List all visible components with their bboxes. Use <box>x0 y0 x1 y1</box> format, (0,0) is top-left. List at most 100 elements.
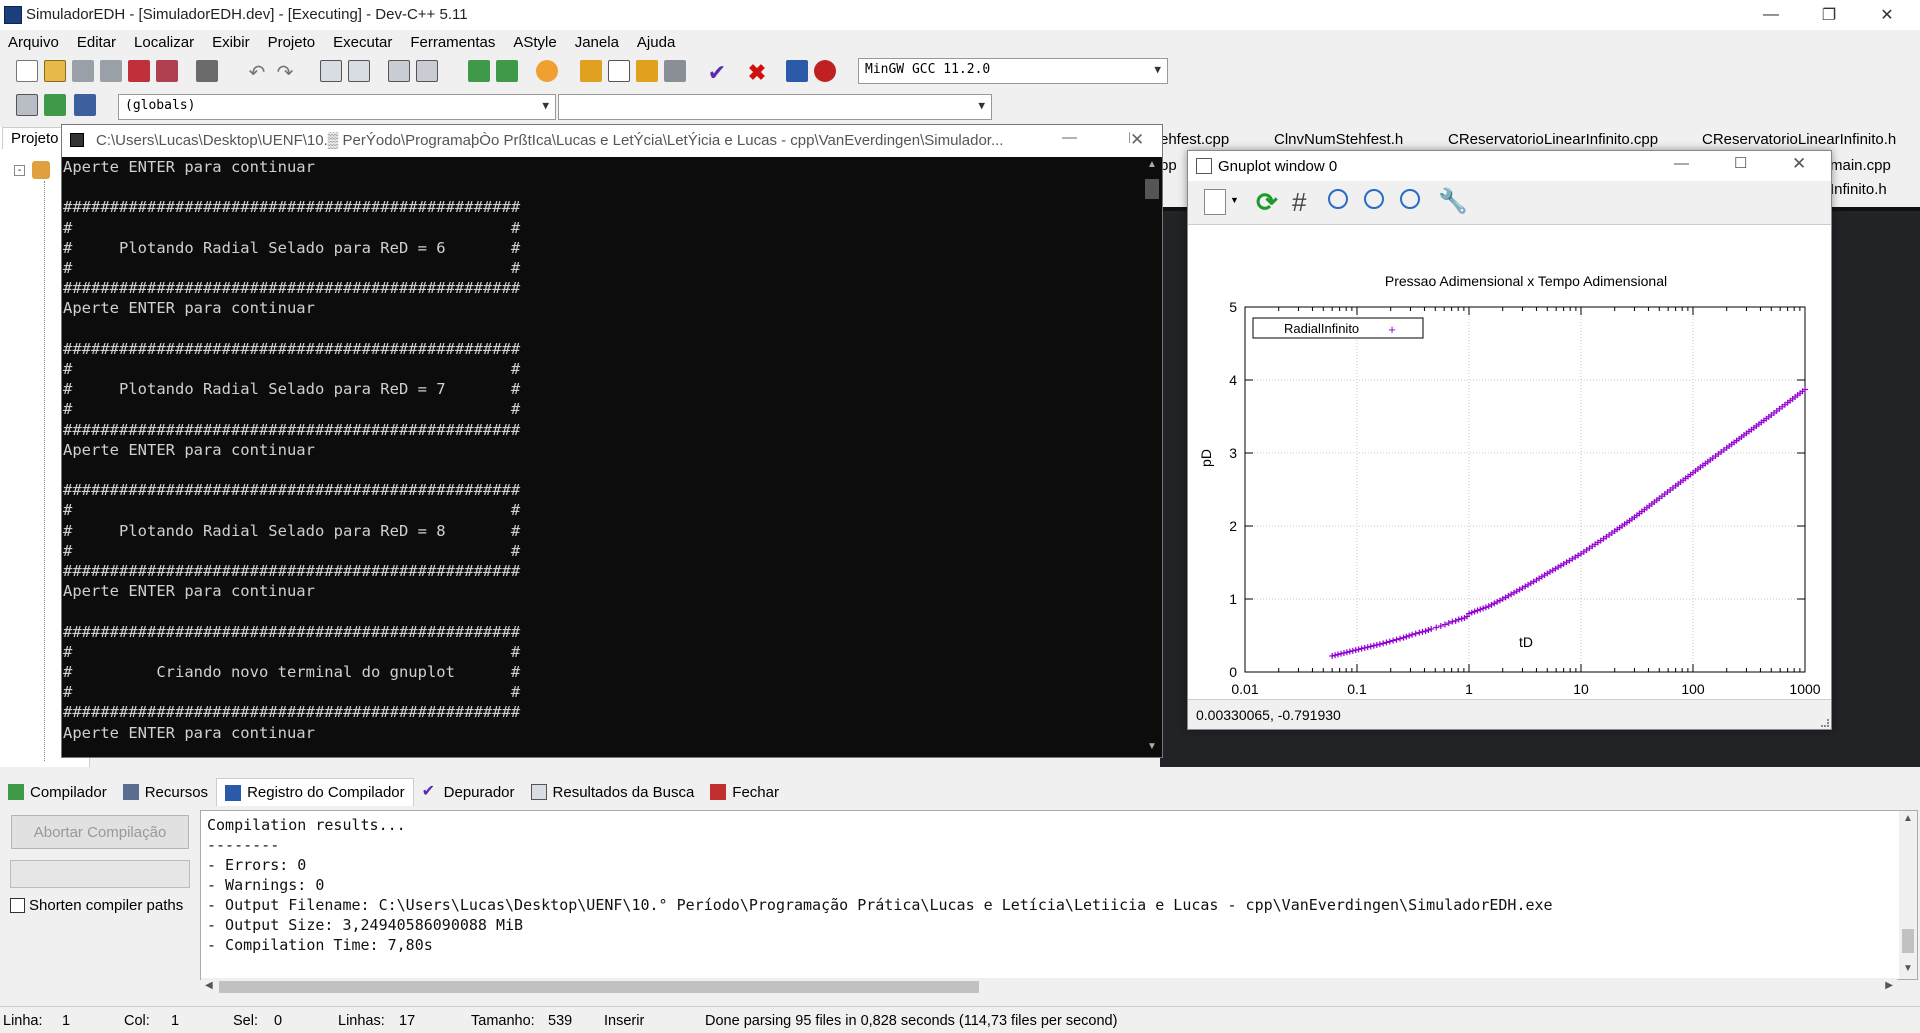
scroll-thumb[interactable] <box>1902 929 1914 953</box>
tab-resultados-da-busca[interactable]: Resultados da Busca <box>523 778 703 806</box>
close-all-icon[interactable] <box>156 60 178 82</box>
y-tick-label: 3 <box>1229 445 1237 461</box>
file-tab[interactable]: ehfest.cpp <box>1160 131 1230 148</box>
goto-back-icon[interactable] <box>496 60 518 82</box>
data-point <box>1352 647 1359 654</box>
data-point <box>1373 641 1380 648</box>
restore-button[interactable]: ❐ <box>1821 7 1837 24</box>
resize-grip[interactable] <box>1821 719 1829 727</box>
shorten-paths-checkbox[interactable] <box>10 898 25 913</box>
tab-compilador[interactable]: Compilador <box>0 778 115 806</box>
file-tab[interactable]: ClnvNumStehfest.h <box>1274 131 1404 148</box>
scroll-up-icon[interactable]: ▲ <box>1147 159 1157 170</box>
zoom-out-icon[interactable] <box>1328 189 1348 209</box>
compiler-select[interactable]: MinGW GCC 11.2.0 ▼ <box>858 58 1168 84</box>
console-scrollbar[interactable]: ▲ ▼ <box>1142 157 1162 757</box>
menu-ajuda[interactable]: Ajuda <box>636 33 676 51</box>
collapse-icon[interactable]: - <box>14 165 25 176</box>
redo-icon[interactable]: ↷ <box>276 62 294 84</box>
menu-ferramentas[interactable]: Ferramentas <box>410 33 496 51</box>
menu-arquivo[interactable]: Arquivo <box>8 33 59 51</box>
zoom-reset-icon[interactable] <box>1400 189 1420 209</box>
close-file-icon[interactable] <box>128 60 150 82</box>
new-file-icon[interactable] <box>16 60 38 82</box>
menu-executar[interactable]: Executar <box>333 33 393 51</box>
scroll-down-icon[interactable]: ▼ <box>1147 741 1157 752</box>
save-all-icon[interactable] <box>100 60 122 82</box>
menu-localizar[interactable]: Localizar <box>134 33 195 51</box>
file-tab[interactable]: main.cpp <box>1830 157 1891 174</box>
file-tab[interactable]: Infinito.h <box>1830 181 1887 198</box>
replace-icon[interactable] <box>348 60 370 82</box>
tab-fechar[interactable]: Fechar <box>702 778 787 806</box>
menu-editar[interactable]: Editar <box>76 33 117 51</box>
insert-icon[interactable] <box>16 94 38 116</box>
status-size-label: Tamanho: <box>471 1013 535 1029</box>
data-point <box>1765 413 1772 420</box>
syntax-check-icon[interactable]: ✔ <box>707 60 727 85</box>
scroll-thumb[interactable] <box>1145 179 1159 199</box>
gnuplot-close-button[interactable]: ✕ <box>1792 154 1807 173</box>
data-point <box>1496 597 1503 604</box>
status-line-label: Linha: <box>3 1013 43 1029</box>
scroll-thumb[interactable] <box>219 981 979 993</box>
menu-janela[interactable]: Janela <box>574 33 619 51</box>
profile-icon[interactable] <box>814 60 836 82</box>
compile-log[interactable]: Compilation results... -------- - Errors… <box>200 810 1918 980</box>
tab-registro-do-compilador[interactable]: Registro do Compilador <box>216 778 414 806</box>
open-file-icon[interactable] <box>44 60 66 82</box>
x-tick-label: 0.1 <box>1347 681 1367 697</box>
tree-line <box>44 181 45 761</box>
abort-compilation-button[interactable]: Abortar Compilação <box>11 815 189 849</box>
tab-recursos[interactable]: Recursos <box>115 778 216 806</box>
close-button[interactable]: ✕ <box>1880 7 1894 24</box>
run-icon[interactable] <box>608 60 630 82</box>
grid-icon[interactable]: # <box>1292 187 1307 217</box>
log-vscrollbar[interactable]: ▲ ▼ <box>1899 811 1917 979</box>
gnuplot-maximize-button[interactable]: ☐ <box>1734 155 1748 172</box>
toggle-icon[interactable] <box>44 94 66 116</box>
goto-icon[interactable] <box>468 60 490 82</box>
scroll-right-icon[interactable]: ▶ <box>1885 980 1893 991</box>
find-icon[interactable] <box>320 60 342 82</box>
zoom-in-icon[interactable] <box>1364 189 1384 209</box>
minimize-button[interactable]: — <box>1763 6 1779 23</box>
scroll-left-icon[interactable]: ◀ <box>205 980 213 991</box>
gnuplot-minimize-button[interactable]: — <box>1674 155 1689 172</box>
compile-run-icon[interactable] <box>636 60 658 82</box>
save-icon[interactable] <box>72 60 94 82</box>
console-close-button[interactable]: ✕ <box>1130 130 1145 150</box>
chart-icon[interactable] <box>786 60 808 82</box>
data-point <box>1491 600 1498 607</box>
shorten-paths-option[interactable]: Shorten compiler paths <box>10 897 183 914</box>
goto-bookmark-icon[interactable] <box>74 94 96 116</box>
replot-icon[interactable]: ⟳ <box>1256 187 1278 217</box>
stop-execution-icon[interactable]: ✖ <box>747 60 767 85</box>
console-minimize-button[interactable]: — <box>1062 129 1077 146</box>
scope-select[interactable]: (globals) ▼ <box>118 94 556 120</box>
chevron-down-icon[interactable]: ▼ <box>1230 195 1239 205</box>
unindent-icon[interactable] <box>416 60 438 82</box>
plot-area[interactable]: Pressao Adimensional x Tempo Adimensiona… <box>1188 225 1831 699</box>
copy-icon[interactable] <box>1204 189 1226 215</box>
undo-icon[interactable]: ↶ <box>248 62 266 84</box>
project-tab[interactable]: Projeto <box>2 127 68 149</box>
tab-depurador[interactable]: ✔ Depurador <box>414 778 523 806</box>
data-point <box>1425 627 1432 634</box>
file-tab[interactable]: pp <box>1160 157 1177 174</box>
menu-projeto[interactable]: Projeto <box>267 33 316 51</box>
file-tab[interactable]: CReservatorioLinearInfinito.h <box>1702 131 1897 148</box>
compile-icon[interactable] <box>580 60 602 82</box>
menu-astyle[interactable]: AStyle <box>513 33 557 51</box>
print-icon[interactable] <box>196 60 218 82</box>
scroll-down-icon[interactable]: ▼ <box>1903 963 1913 974</box>
rebuild-icon[interactable] <box>664 60 686 82</box>
bookmark-icon[interactable] <box>536 60 558 82</box>
indent-icon[interactable] <box>388 60 410 82</box>
menu-exibir[interactable]: Exibir <box>212 33 250 51</box>
file-tab[interactable]: CReservatorioLinearInfinito.cpp <box>1448 131 1659 148</box>
log-hscrollbar[interactable]: ◀ ▶ <box>201 978 1897 996</box>
member-select[interactable]: ▼ <box>558 94 992 120</box>
settings-wrench-icon[interactable]: 🔧 <box>1438 188 1468 215</box>
scroll-up-icon[interactable]: ▲ <box>1903 813 1913 824</box>
